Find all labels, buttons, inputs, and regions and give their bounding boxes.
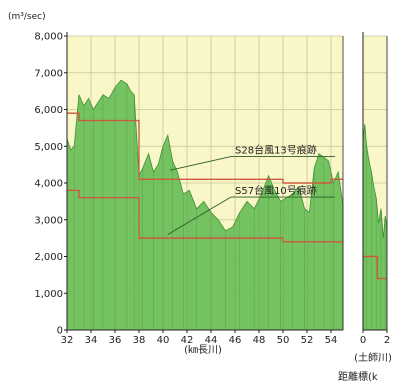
annotation-leader xyxy=(170,156,232,171)
y-unit-label: (m³/sec) xyxy=(8,12,46,22)
x-tick-label: 38 xyxy=(133,335,146,346)
annotation-leader xyxy=(167,196,232,235)
x-tick-label: 36 xyxy=(109,335,122,346)
y-tick-label: 2,000 xyxy=(34,252,63,263)
x-tick-label: 34 xyxy=(85,335,98,346)
x-tick-label: 48 xyxy=(253,335,266,346)
y-tick-label: 1,000 xyxy=(34,289,63,300)
y-tick-label: 7,000 xyxy=(34,68,63,79)
y-tick-label: 0 xyxy=(57,326,63,337)
flow-area-series xyxy=(66,79,344,331)
y-tick-label: 8,000 xyxy=(34,32,63,43)
x-tick-label: 46 xyxy=(229,335,242,346)
x-tick-label: 52 xyxy=(301,335,314,346)
x-tick-label: 42 xyxy=(181,335,194,346)
x-tick-label: 0 xyxy=(360,335,366,346)
x-tick-label: 32 xyxy=(61,335,74,346)
x-axis-label-main: (㎞長川) xyxy=(184,344,222,356)
honryu-chart-panel: 32 34 36 38 40 42 44 46 48 50 52 54 0 1,000 2,000 3,000… xyxy=(34,32,344,346)
y-tick-label: 6,000 xyxy=(34,105,63,116)
x-axis-label-tributary: (土師川) xyxy=(354,351,392,364)
distance-marker-label: 距離標(k xyxy=(338,370,378,383)
annotation-label: S28台風13号痕跡 xyxy=(235,144,317,157)
y-tick-label: 3,000 xyxy=(34,215,63,226)
capacity-line-upper xyxy=(363,255,387,280)
x-tick-label: 2 xyxy=(384,335,390,346)
y-tick-label: 4,000 xyxy=(34,179,63,190)
y-tick-label: 5,000 xyxy=(34,142,63,153)
x-tick-label: 44 xyxy=(205,335,218,346)
x-tick-label: 40 xyxy=(157,335,170,346)
x-tick-label: 54 xyxy=(325,335,338,346)
x-tick-label: 50 xyxy=(277,335,290,346)
annotation-label: S57台風10号痕跡 xyxy=(235,184,317,197)
